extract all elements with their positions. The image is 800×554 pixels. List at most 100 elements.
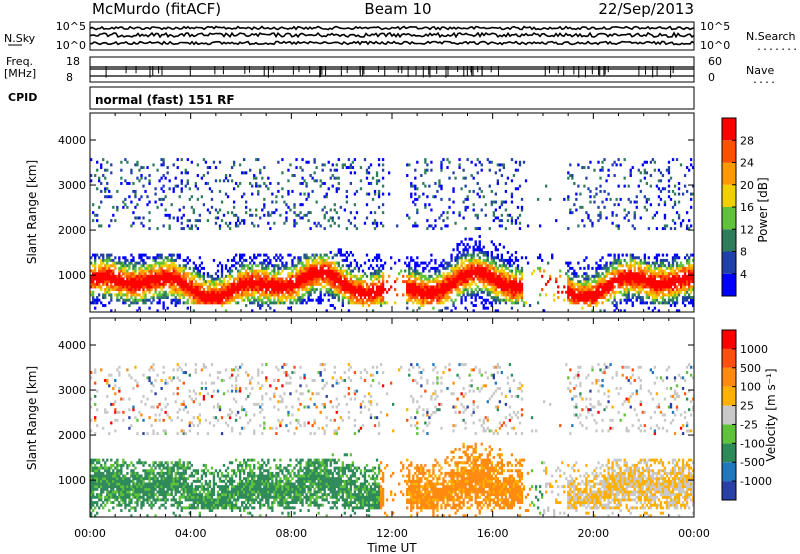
power-cell <box>291 272 294 276</box>
power-cell <box>355 264 359 268</box>
power-cell <box>637 282 640 286</box>
power-cell <box>438 274 441 278</box>
power-cell <box>160 296 163 300</box>
power-cell <box>345 269 348 273</box>
power-cell <box>102 304 105 307</box>
velocity-cell <box>90 479 93 483</box>
power-cell <box>218 208 222 212</box>
power-cell <box>349 272 353 276</box>
power-cell <box>287 272 290 276</box>
power-cell <box>595 192 598 196</box>
power-cell <box>170 261 173 265</box>
power-cell <box>166 258 169 262</box>
power-cell <box>545 184 548 188</box>
power-cell <box>518 213 522 217</box>
power-cell <box>319 264 322 268</box>
power-cell <box>128 261 131 265</box>
power-cell <box>305 280 308 284</box>
power-cell <box>206 181 210 185</box>
power-cell <box>679 163 683 167</box>
power-cell <box>311 261 314 265</box>
power-cell <box>327 272 330 276</box>
power-cell <box>100 261 103 265</box>
power-cell <box>341 296 344 300</box>
power-cell <box>605 264 608 268</box>
velocity-cell <box>92 482 95 486</box>
power-cell <box>428 290 431 294</box>
power-cell <box>188 282 191 286</box>
power-cell <box>434 181 437 185</box>
power-cell <box>603 309 606 313</box>
power-cell <box>373 256 377 260</box>
power-cell <box>581 288 584 292</box>
power-cell <box>647 261 650 265</box>
power-cell <box>430 274 433 278</box>
power-cell <box>208 290 212 294</box>
power-cell <box>577 290 580 294</box>
power-cell <box>287 266 290 270</box>
power-cell <box>365 290 369 294</box>
power-cell <box>172 163 175 167</box>
power-cell <box>212 288 216 292</box>
power-cell <box>468 272 471 276</box>
power-cell <box>432 293 435 297</box>
power-cell <box>293 290 296 294</box>
power-cell <box>315 253 318 257</box>
power-cell <box>241 293 244 297</box>
power-cell <box>643 282 646 286</box>
power-cell <box>271 264 274 268</box>
power-cell <box>520 269 524 273</box>
power-cell <box>241 277 244 281</box>
power-cell <box>164 274 167 278</box>
power-cell <box>452 277 455 281</box>
power-cell <box>152 264 155 268</box>
power-cell <box>587 166 590 170</box>
power-cell <box>224 192 228 196</box>
power-cell <box>130 171 133 175</box>
power-cell <box>667 261 671 265</box>
power-cell <box>569 277 572 281</box>
power-cell <box>329 304 332 307</box>
power-cell <box>307 211 310 215</box>
power-cell <box>287 189 290 193</box>
power-cell <box>538 256 542 260</box>
power-cell <box>100 181 103 185</box>
power-cell <box>381 163 385 167</box>
power-cell <box>327 288 330 292</box>
power-cell <box>520 205 524 209</box>
power-cell <box>673 285 677 289</box>
power-cell <box>130 277 133 281</box>
power-cell <box>104 296 107 300</box>
velocity-cell <box>106 474 109 478</box>
power-cell <box>633 264 636 268</box>
velocity-cell <box>96 469 99 473</box>
power-cell <box>512 296 516 300</box>
power-cell <box>156 168 159 172</box>
power-cell <box>104 293 107 297</box>
power-cell <box>214 277 218 281</box>
power-cell <box>643 272 646 276</box>
power-cell <box>98 264 101 268</box>
power-cell <box>249 277 252 281</box>
power-cell <box>106 266 109 270</box>
power-cell <box>150 274 153 278</box>
power-cell <box>663 272 667 276</box>
power-cell <box>687 282 691 286</box>
power-cell <box>152 293 155 297</box>
power-cell <box>146 277 149 281</box>
power-cell <box>192 293 195 297</box>
power-cell <box>585 296 588 300</box>
power-cell <box>490 272 493 276</box>
power-cell <box>182 280 185 284</box>
power-cell <box>432 277 435 281</box>
power-cell <box>416 290 419 294</box>
power-cell <box>494 208 497 212</box>
power-cell <box>605 179 608 183</box>
power-cell <box>216 293 220 297</box>
power-cell <box>381 274 385 278</box>
power-cell <box>265 274 268 278</box>
power-cell <box>267 296 270 300</box>
power-cell <box>166 256 169 260</box>
power-cell <box>442 280 445 284</box>
power-cell <box>323 205 326 209</box>
